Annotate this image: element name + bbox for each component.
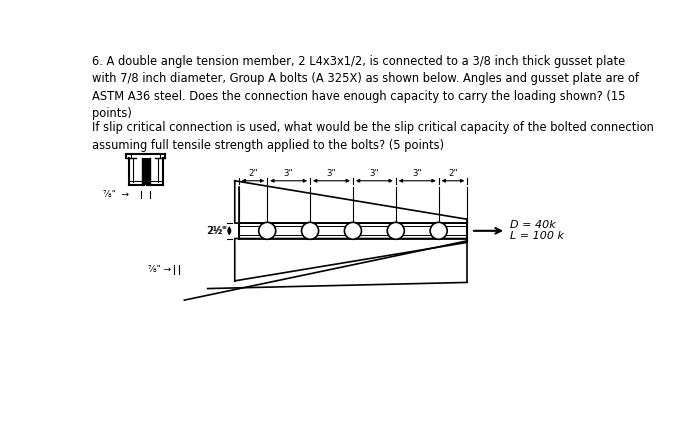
- Text: 3": 3": [327, 170, 336, 179]
- Text: If slip critical connection is used, what would be the slip critical capacity of: If slip critical connection is used, wha…: [92, 122, 654, 151]
- Text: L = 100 k: L = 100 k: [510, 231, 564, 241]
- Circle shape: [387, 222, 405, 239]
- Bar: [141, 158, 150, 185]
- Text: 2½": 2½": [206, 226, 227, 236]
- Text: 6. A double angle tension member, 2 L4x3x1/2, is connected to a 3/8 inch thick g: 6. A double angle tension member, 2 L4x3…: [92, 55, 639, 120]
- Text: 2": 2": [248, 170, 258, 179]
- Text: ⅞"  →: ⅞" →: [103, 190, 129, 199]
- Bar: [239, 223, 468, 238]
- Text: 3": 3": [284, 170, 293, 179]
- Circle shape: [344, 222, 361, 239]
- Text: 3": 3": [412, 170, 422, 179]
- Polygon shape: [234, 181, 468, 223]
- Circle shape: [259, 222, 276, 239]
- Polygon shape: [234, 238, 468, 281]
- Text: ⅞" →: ⅞" →: [148, 265, 172, 274]
- Text: 3": 3": [370, 170, 379, 179]
- Circle shape: [302, 222, 318, 239]
- Text: 2½": 2½": [206, 226, 226, 236]
- Text: 2": 2": [448, 170, 458, 179]
- Circle shape: [430, 222, 447, 239]
- Text: D = 40k: D = 40k: [510, 220, 556, 230]
